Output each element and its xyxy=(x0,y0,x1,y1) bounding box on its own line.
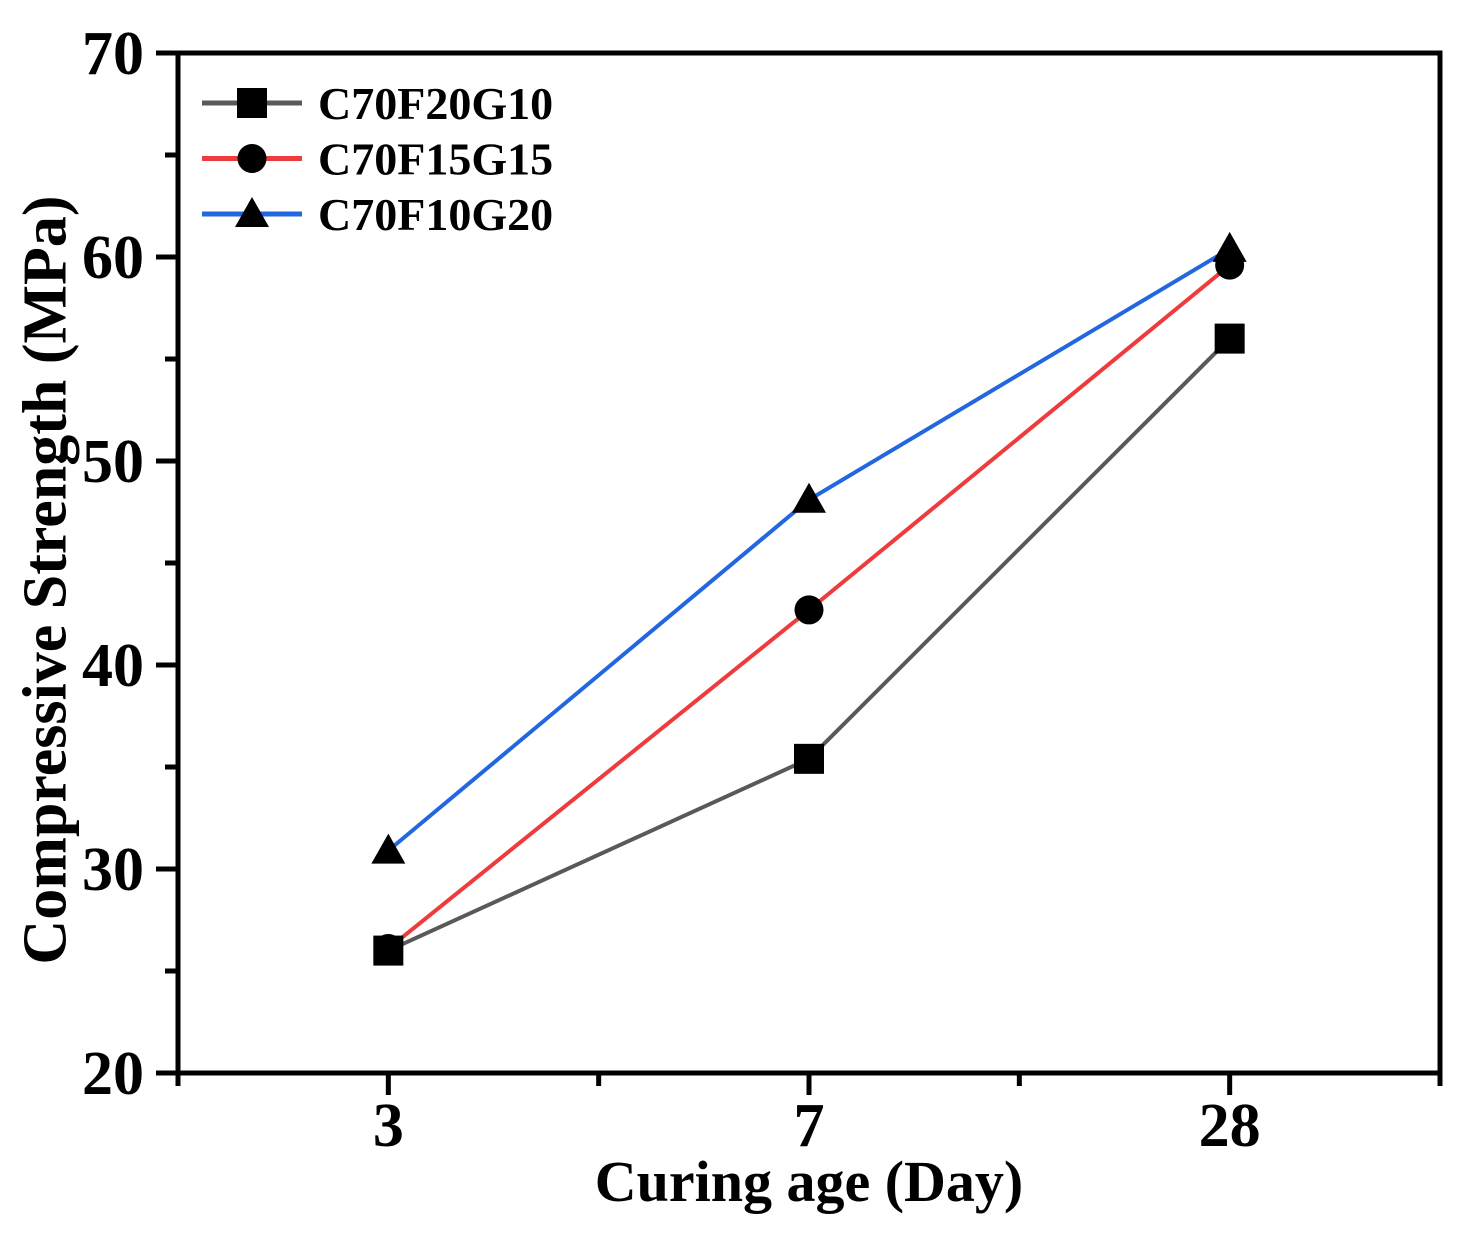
y-axis: 20 30 40 50 60 70 xyxy=(82,20,178,1108)
square-marker xyxy=(794,743,824,774)
triangle-marker xyxy=(792,482,826,513)
y-axis-title: Compressive Strength (MPa) xyxy=(11,195,80,965)
square-marker xyxy=(1214,323,1245,354)
series-markers-C70F20G10 xyxy=(373,323,1245,966)
legend-item-C70F15G15: C70F15G15 xyxy=(202,134,553,185)
triangle-marker xyxy=(235,197,269,227)
x-tick-label: 7 xyxy=(794,1092,825,1160)
legend-label: C70F20G10 xyxy=(318,78,553,129)
circle-marker xyxy=(794,595,824,625)
legend-item-C70F20G10: C70F20G10 xyxy=(202,78,553,129)
x-axis: 3 7 28 xyxy=(175,1073,1443,1160)
triangle-marker xyxy=(371,833,406,864)
circle-marker xyxy=(373,934,403,964)
x-tick-label: 3 xyxy=(373,1092,404,1160)
y-tick-label: 40 xyxy=(82,632,144,700)
circle-marker xyxy=(237,144,267,173)
series-polyline xyxy=(387,337,1232,953)
legend-label: C70F15G15 xyxy=(318,134,553,185)
x-axis-title: Curing age (Day) xyxy=(594,1149,1024,1214)
triangle-marker xyxy=(1212,231,1247,262)
x-tick-label: 28 xyxy=(1199,1092,1261,1160)
series-line-C70F20G10 xyxy=(387,337,1232,953)
y-tick-label: 20 xyxy=(82,1040,144,1108)
legend-item-C70F10G20: C70F10G20 xyxy=(202,189,553,240)
y-tick-label: 50 xyxy=(82,428,144,496)
series-markers-C70F10G20 xyxy=(371,231,1247,864)
y-tick-label: 70 xyxy=(82,20,144,88)
legend-label: C70F10G20 xyxy=(318,189,553,240)
square-marker xyxy=(237,88,267,118)
y-tick-label: 60 xyxy=(82,224,144,292)
y-tick-label: 30 xyxy=(82,836,144,904)
